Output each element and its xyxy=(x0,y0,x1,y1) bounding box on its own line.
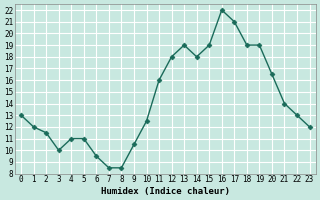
X-axis label: Humidex (Indice chaleur): Humidex (Indice chaleur) xyxy=(101,187,230,196)
